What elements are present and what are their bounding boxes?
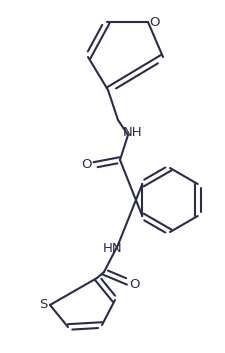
- Text: S: S: [39, 299, 47, 311]
- Text: O: O: [81, 158, 92, 172]
- Text: NH: NH: [123, 126, 142, 139]
- Text: O: O: [129, 277, 140, 291]
- Text: HN: HN: [103, 241, 122, 255]
- Text: O: O: [149, 16, 160, 29]
